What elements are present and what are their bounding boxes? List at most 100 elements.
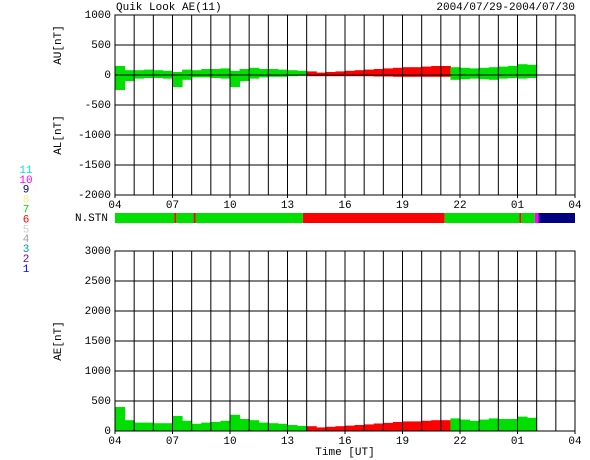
area-segment <box>277 423 288 431</box>
x-tick-label: 01 <box>511 436 525 448</box>
station-segment <box>176 213 194 223</box>
plot-frame <box>114 250 576 432</box>
area-segment <box>507 66 518 75</box>
x-tick-label: 04 <box>568 436 582 448</box>
legend-label: 1 <box>23 264 30 276</box>
area-segment <box>191 423 202 431</box>
area-segment <box>507 419 518 431</box>
x-tick-label: 16 <box>338 200 351 212</box>
y-axis-label: AL[nT] <box>53 115 65 155</box>
area-segment <box>268 75 279 77</box>
y-tick-label: 1000 <box>85 10 111 22</box>
area-segment <box>239 69 250 75</box>
legend-label: 4 <box>23 234 30 246</box>
area-segment <box>354 70 365 75</box>
area-segment <box>191 70 202 75</box>
area-segment <box>230 414 241 431</box>
area-segment <box>354 425 365 431</box>
y-tick-label: -500 <box>85 100 111 112</box>
area-segment <box>162 75 173 79</box>
x-tick-label: 22 <box>453 200 466 212</box>
area-segment <box>527 64 538 75</box>
area-segment <box>488 67 499 75</box>
area-segment <box>124 420 135 431</box>
legend-label: 5 <box>23 224 30 236</box>
area-segment <box>134 422 145 431</box>
station-segment <box>174 213 177 223</box>
x-tick-label: 10 <box>223 436 236 448</box>
y-tick-label: 500 <box>91 40 111 52</box>
x-tick-label: 04 <box>568 200 582 212</box>
area-segment <box>230 70 241 75</box>
area-segment <box>383 75 394 77</box>
legend-label: 9 <box>23 185 30 197</box>
area-segment <box>402 421 413 431</box>
chart-title: Quik Look AE(11) <box>116 2 222 14</box>
area-segment <box>143 69 154 75</box>
area-segment <box>182 69 193 75</box>
date-range: 2004/07/29-2004/07/30 <box>436 2 575 14</box>
x-tick-label: 19 <box>396 436 409 448</box>
area-segment <box>345 425 356 431</box>
x-tick-label: 04 <box>108 436 122 448</box>
area-segment <box>249 75 260 79</box>
area-segment <box>488 418 499 431</box>
area-segment <box>277 75 288 77</box>
y-tick-label: -1000 <box>78 130 111 142</box>
area-segment <box>162 423 173 431</box>
x-tick-label: 19 <box>396 200 409 212</box>
x-axis-label: Time [UT] <box>315 447 374 459</box>
area-segment <box>479 419 490 431</box>
legend-label: 7 <box>23 205 30 217</box>
x-tick-label: 13 <box>281 436 294 448</box>
station-segment <box>444 213 520 223</box>
area-segment <box>469 75 480 79</box>
area-segment <box>440 420 451 431</box>
area-segment <box>143 422 154 431</box>
station-segment <box>193 213 196 223</box>
area-segment <box>469 420 480 431</box>
area-segment <box>220 68 231 75</box>
area-segment <box>450 418 461 431</box>
area-segment <box>335 426 346 431</box>
area-segment <box>392 75 403 77</box>
area-segment <box>306 75 317 77</box>
y-tick-label: 0 <box>104 70 111 82</box>
area-segment <box>364 75 375 77</box>
station-segment <box>302 213 445 223</box>
y-tick-label: 1000 <box>85 366 111 378</box>
area-segment <box>162 70 173 75</box>
area-segment <box>153 75 164 78</box>
area-segment <box>517 64 528 75</box>
legend-label: 11 <box>19 165 33 177</box>
legend-label: 8 <box>23 195 30 207</box>
area-segment <box>172 416 183 431</box>
area-segment <box>460 419 471 431</box>
area-segment <box>431 66 442 75</box>
area-segment <box>182 75 193 80</box>
x-tick-label: 22 <box>453 436 466 448</box>
area-segment <box>527 75 538 78</box>
area-segment <box>412 75 423 77</box>
y-tick-label: -2000 <box>78 190 111 202</box>
area-segment <box>383 68 394 75</box>
area-segment <box>421 420 432 431</box>
y-tick-label: -1500 <box>78 160 111 172</box>
area-segment <box>402 67 413 75</box>
area-segment <box>498 419 509 431</box>
area-segment <box>498 75 509 79</box>
y-axis-label: AE[nT] <box>53 321 65 361</box>
area-segment <box>479 75 490 80</box>
area-segment <box>172 72 183 75</box>
legend-label: 10 <box>19 175 32 187</box>
x-tick-label: 10 <box>223 200 236 212</box>
area-segment <box>373 69 384 75</box>
area-segment <box>210 422 221 431</box>
area-segment <box>210 75 221 78</box>
area-segment <box>325 72 336 75</box>
area-segment <box>115 66 126 75</box>
area-segment <box>469 68 480 75</box>
station-segment <box>115 213 175 223</box>
area-segment <box>364 69 375 75</box>
